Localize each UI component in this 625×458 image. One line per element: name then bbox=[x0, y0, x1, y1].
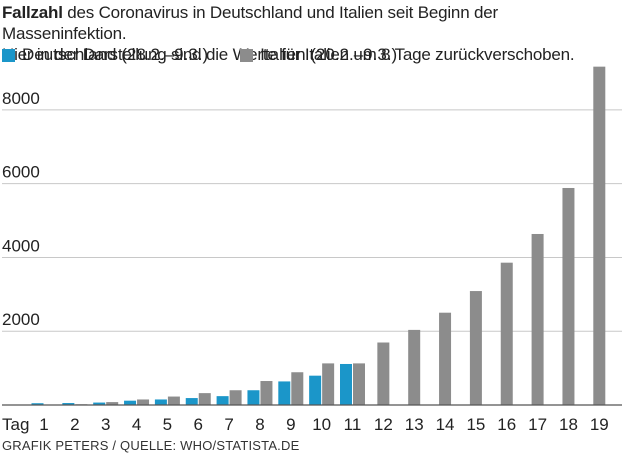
bar-italy-day-15 bbox=[469, 291, 482, 405]
x-tick-label: 16 bbox=[497, 415, 516, 434]
bar-italy-day-6 bbox=[198, 393, 211, 405]
x-tick-label: 7 bbox=[224, 415, 233, 434]
bar-italy-day-13 bbox=[408, 329, 421, 405]
bar-italy-day-14 bbox=[439, 312, 452, 405]
bar-italy-day-19 bbox=[593, 66, 606, 405]
bar-italy-day-18 bbox=[562, 187, 575, 405]
bar-germany-day-3 bbox=[93, 402, 106, 405]
bar-germany-day-5 bbox=[154, 399, 167, 405]
x-tick-label: 14 bbox=[436, 415, 455, 434]
x-tick-label: 17 bbox=[528, 415, 547, 434]
x-tick-label: 8 bbox=[255, 415, 264, 434]
x-tick-label: 11 bbox=[344, 415, 362, 434]
x-tick-label: 5 bbox=[163, 415, 172, 434]
bar-germany-day-4 bbox=[124, 400, 137, 405]
x-tick-label: 19 bbox=[590, 415, 609, 434]
bar-italy-day-16 bbox=[500, 262, 513, 405]
bar-germany-day-2 bbox=[62, 403, 75, 405]
bar-germany-day-8 bbox=[247, 390, 260, 405]
bar-germany-day-9 bbox=[278, 381, 291, 405]
bar-italy-day-11 bbox=[353, 363, 365, 405]
x-axis-label: Tag bbox=[2, 415, 29, 434]
bar-italy-day-7 bbox=[229, 390, 242, 405]
legend-item-germany: Deutschland (28.2.–9.3.) bbox=[2, 45, 208, 65]
legend-swatch-germany bbox=[2, 48, 15, 62]
bar-germany-day-10 bbox=[309, 375, 322, 405]
x-tick-label: 1 bbox=[39, 415, 48, 434]
bar-italy-day-12 bbox=[377, 342, 390, 405]
x-tick-label: 13 bbox=[405, 415, 424, 434]
legend-swatch-italy bbox=[240, 48, 254, 62]
bar-italy-day-8 bbox=[260, 381, 273, 405]
x-tick-label: 2 bbox=[70, 415, 79, 434]
chart-subtitle: Hier in der Darstellung sind die Werte f… bbox=[2, 45, 575, 64]
title-bold: Fallzahl bbox=[2, 3, 63, 22]
bar-germany-day-7 bbox=[216, 396, 229, 405]
y-tick-label: 6000 bbox=[2, 163, 40, 182]
bar-italy-day-5 bbox=[167, 396, 180, 405]
source-note: GRAFIK PETERS / QUELLE: WHO/STATISTA.DE bbox=[2, 438, 300, 453]
bar-italy-day-3 bbox=[106, 402, 119, 405]
bar-italy-day-4 bbox=[137, 399, 150, 405]
bar-germany-day-11 bbox=[340, 363, 352, 405]
bar-germany-day-6 bbox=[185, 398, 198, 405]
bar-germany-day-1 bbox=[31, 403, 44, 405]
legend-label-germany: Deutschland (28.2.–9.3.) bbox=[22, 45, 209, 64]
x-tick-label: 9 bbox=[286, 415, 295, 434]
bar-italy-day-10 bbox=[322, 363, 335, 405]
y-tick-label: 4000 bbox=[2, 236, 40, 255]
legend-item-italy: Italien (20.2.–9.3.) bbox=[240, 45, 397, 65]
chart-title: Fallzahl des Coronavirus in Deutschland … bbox=[2, 2, 622, 65]
x-tick-label: 10 bbox=[312, 415, 331, 434]
x-tick-label: 6 bbox=[194, 415, 203, 434]
x-tick-label: 15 bbox=[466, 415, 485, 434]
legend: Deutschland (28.2.–9.3.) Italien (20.2.–… bbox=[2, 44, 429, 66]
y-tick-label: 2000 bbox=[2, 310, 40, 329]
bar-italy-day-17 bbox=[531, 233, 544, 405]
bar-italy-day-9 bbox=[291, 372, 304, 405]
x-tick-label: 3 bbox=[101, 415, 110, 434]
x-tick-label: 4 bbox=[132, 415, 141, 434]
x-tick-label: 12 bbox=[374, 415, 393, 434]
y-tick-label: 8000 bbox=[2, 89, 40, 108]
x-tick-label: 18 bbox=[559, 415, 578, 434]
legend-label-italy: Italien (20.2.–9.3.) bbox=[260, 45, 398, 64]
title-rest: des Coronavirus in Deutschland und Itali… bbox=[2, 3, 498, 43]
